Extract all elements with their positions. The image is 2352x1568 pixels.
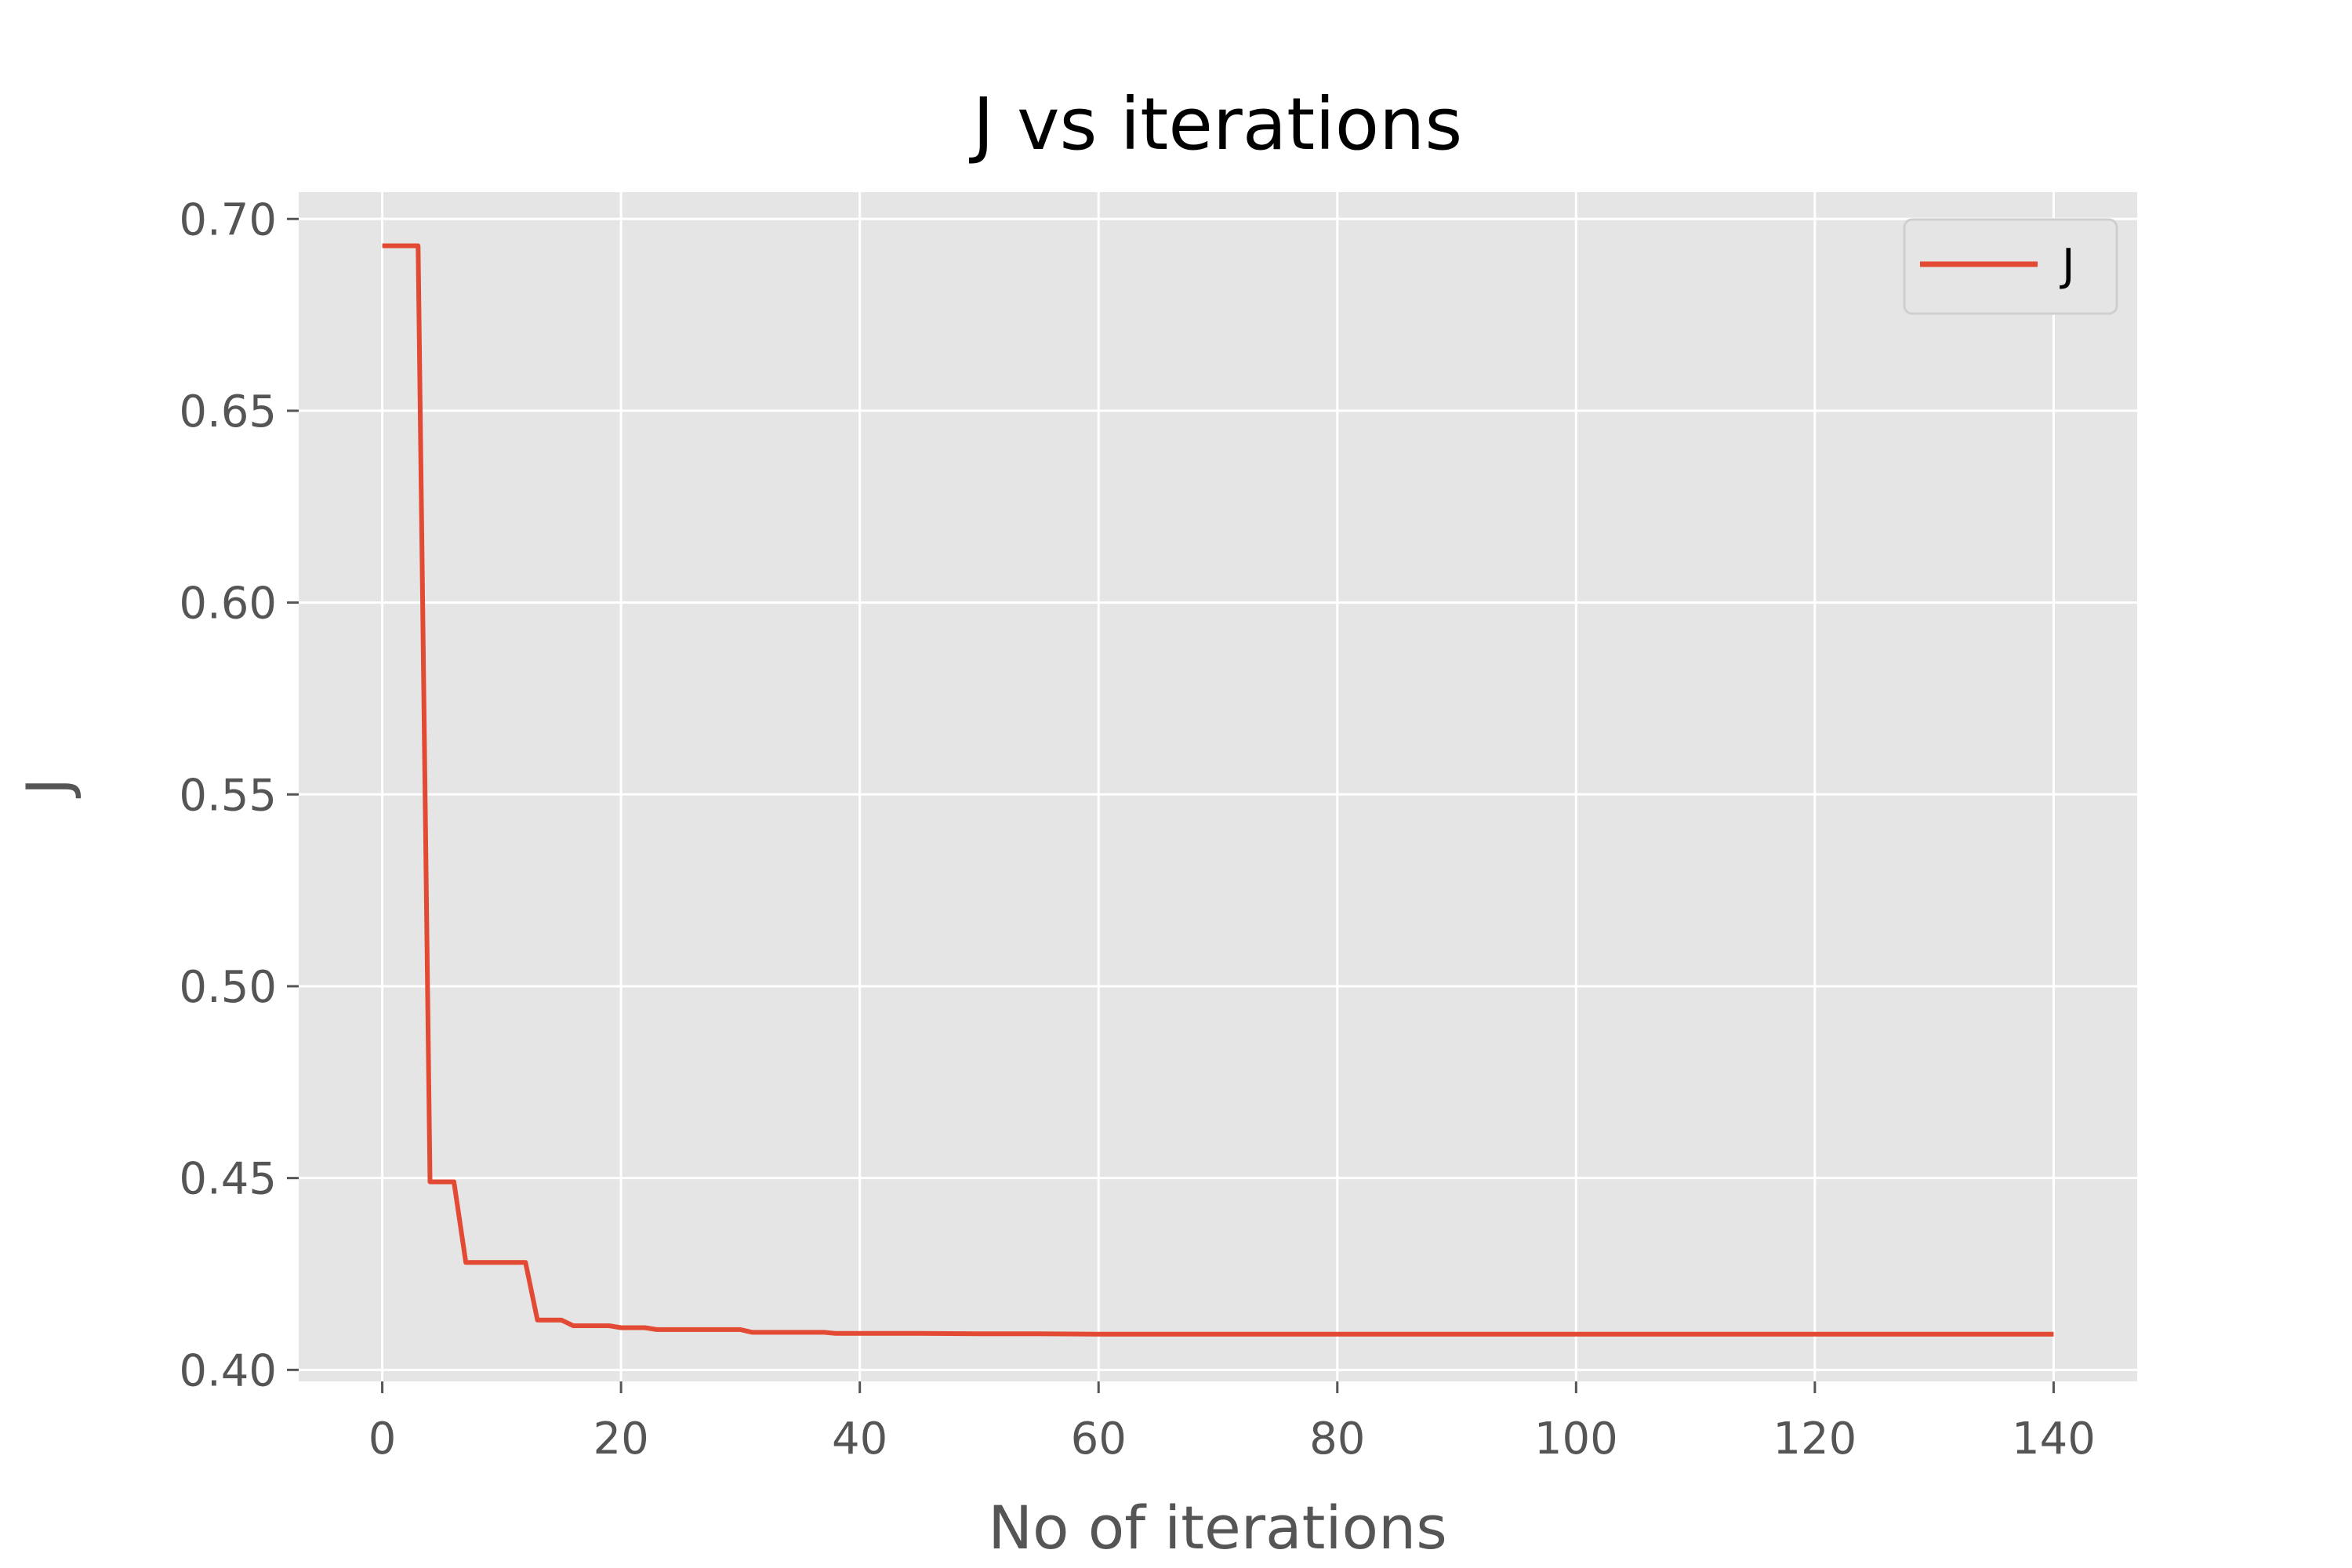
x-tick-label: 80: [1309, 1414, 1365, 1465]
y-tick-label: 0.40: [179, 1345, 277, 1396]
tick-layer: 0 20 40 60 80 100 120 140 0.40 0.45 0.50 0.55 0.60 0.…: [179, 194, 2096, 1465]
y-tick-label: 0.45: [179, 1154, 277, 1205]
series-line-j: [382, 243, 2054, 1337]
x-tick-label: 40: [832, 1414, 887, 1465]
chart-title: J vs iterations: [969, 82, 1463, 166]
y-tick-label: 0.70: [179, 194, 277, 245]
x-tick-label: 120: [1773, 1414, 1857, 1465]
y-tick-label: 0.60: [179, 579, 277, 630]
x-axis-label: No of iterations: [988, 1493, 1447, 1563]
x-tick-label: 20: [593, 1414, 649, 1465]
y-tick-label: 0.50: [179, 962, 277, 1013]
plot-area: [299, 192, 2137, 1381]
x-tick-label: 0: [368, 1414, 397, 1465]
y-tick-label: 0.55: [179, 770, 277, 821]
legend: J: [1903, 218, 2118, 315]
legend-label-j: J: [2060, 240, 2075, 291]
grid-layer: [299, 192, 2137, 1381]
x-tick-label: 60: [1071, 1414, 1127, 1465]
x-tick-label: 100: [1534, 1414, 1618, 1465]
y-axis-label: J: [13, 778, 83, 798]
y-tick-label: 0.65: [179, 387, 277, 437]
x-tick-label: 140: [2012, 1414, 2096, 1465]
